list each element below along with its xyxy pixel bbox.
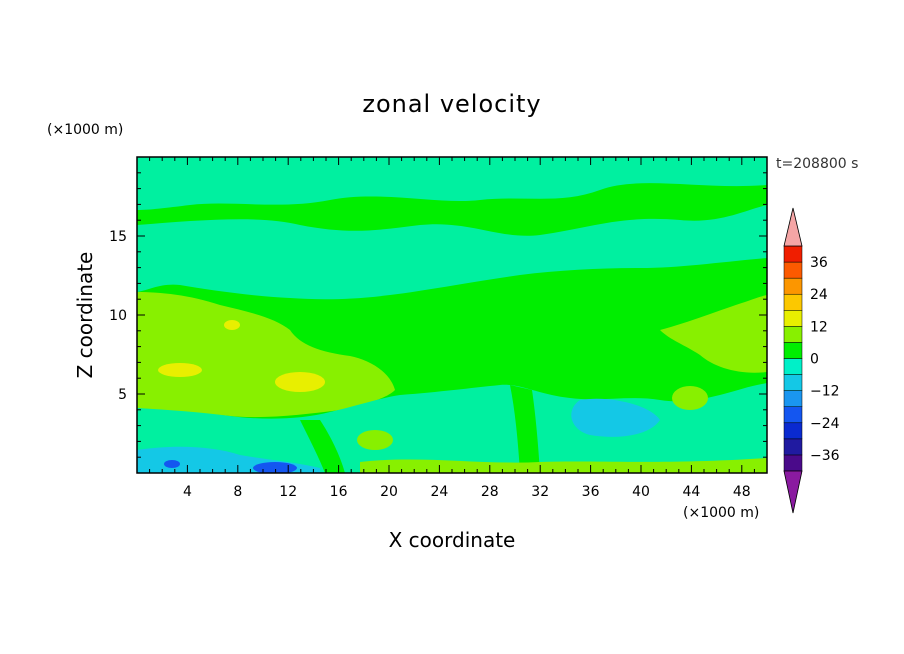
field-spot-1 (357, 430, 393, 450)
x-tick-label: 32 (531, 484, 549, 500)
field-spot-4 (224, 320, 240, 330)
x-axis: 4 8 12 16 20 24 28 32 36 40 44 48 (149, 157, 755, 500)
x-unit-label: (×1000 m) (683, 505, 759, 521)
colorbar-swatch (783, 245, 803, 263)
colorbar: −36 −24 −12 0 12 24 36 (783, 207, 840, 514)
x-tick-label: 16 (330, 484, 348, 500)
time-label: t=208800 s (776, 156, 858, 172)
colorbar-tick-label: −24 (810, 416, 840, 432)
colorbar-swatch (783, 454, 803, 472)
colorbar-under-arrow (783, 470, 803, 514)
field-region-mid-left (137, 292, 395, 418)
colorbar-tick-label: 24 (810, 287, 828, 303)
colorbar-tick-label: 0 (810, 352, 819, 368)
colorbar-swatch (783, 293, 803, 311)
x-tick-label: 36 (582, 484, 600, 500)
field-region-bottom-right (571, 398, 660, 437)
x-tick-label: 28 (481, 484, 499, 500)
colorbar-swatch (783, 406, 803, 424)
field-region-upper (137, 157, 767, 210)
field-spot-5 (672, 386, 708, 410)
field-spot-blue-2 (164, 460, 180, 468)
colorbar-tick-label: 12 (810, 319, 828, 335)
y-axis: 5 10 15 (109, 172, 767, 458)
colorbar-over-arrow (783, 207, 803, 247)
x-tick-label: 40 (632, 484, 650, 500)
colorbar-swatch (783, 422, 803, 440)
field-region-mid-right (660, 295, 767, 373)
colorbar-swatch (783, 342, 803, 359)
x-tick-label: 4 (183, 484, 192, 500)
field-streak-2 (300, 420, 345, 473)
field-spot-blue (253, 462, 297, 473)
colorbar-swatch (783, 358, 803, 375)
x-tick-label: 8 (233, 484, 242, 500)
x-tick-label: 48 (733, 484, 751, 500)
chart-title: zonal velocity (362, 90, 541, 118)
velocity-field (137, 157, 767, 473)
field-region-upper-2 (137, 205, 767, 300)
field-spot-2 (275, 372, 325, 392)
y-tick-label: 15 (109, 229, 127, 245)
field-spot-3 (158, 363, 202, 377)
x-tick-label: 24 (430, 484, 448, 500)
colorbar-swatch (783, 374, 803, 391)
colorbar-swatch (783, 390, 803, 407)
x-tick-label: 12 (279, 484, 297, 500)
y-unit-label: (×1000 m) (47, 122, 123, 138)
x-tick-label: 20 (380, 484, 398, 500)
colorbar-swatch (783, 438, 803, 456)
y-tick-label: 5 (118, 387, 127, 403)
colorbar-swatch (783, 277, 803, 295)
colorbar-swatch (783, 310, 803, 327)
y-axis-title: Z coordinate (73, 252, 97, 379)
y-tick-label: 10 (109, 308, 127, 324)
colorbar-tick-label: 36 (810, 255, 828, 271)
field-streak-1 (510, 385, 540, 473)
colorbar-swatch (783, 261, 803, 279)
x-tick-label: 44 (682, 484, 700, 500)
x-axis-title: X coordinate (389, 528, 516, 552)
colorbar-swatch (783, 326, 803, 343)
field-region-bottom-strip (360, 458, 767, 473)
colorbar-tick-label: −12 (810, 384, 840, 400)
colorbar-tick-label: −36 (810, 448, 840, 464)
